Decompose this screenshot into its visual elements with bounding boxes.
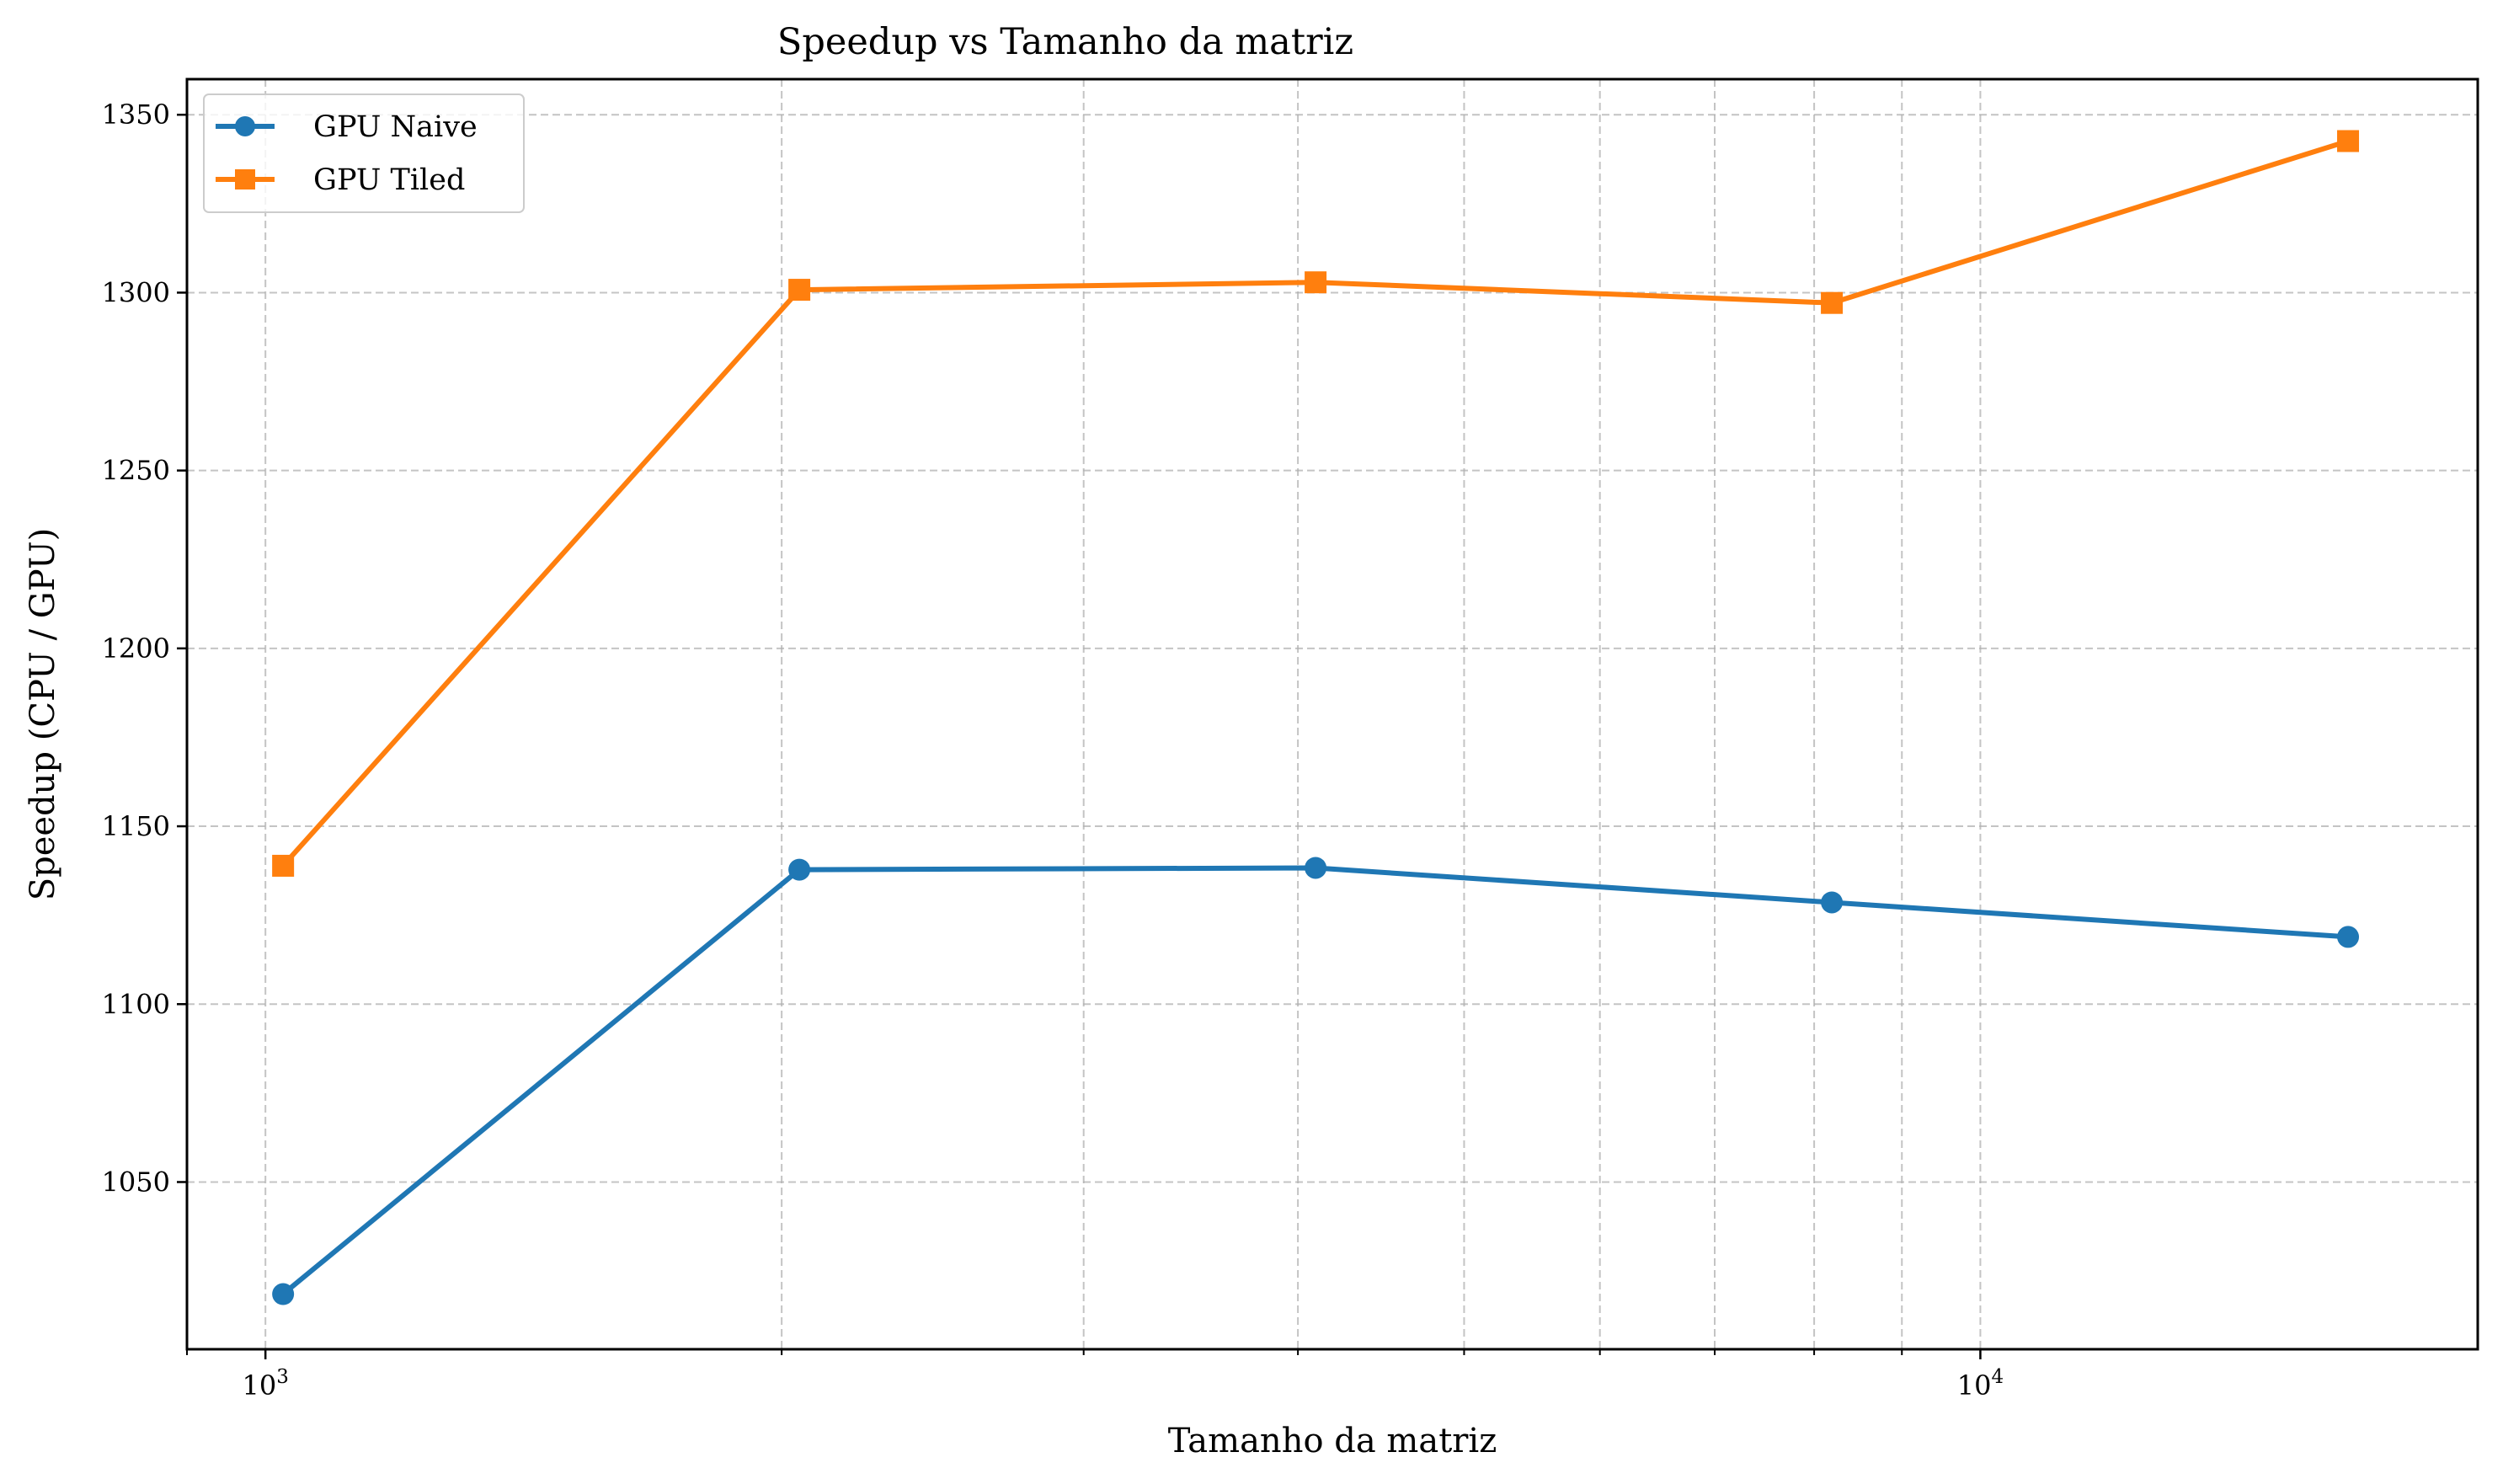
- x-tick-label: 103: [242, 1366, 288, 1401]
- legend-item-gpu-tiled: GPU Tiled: [216, 163, 465, 197]
- data-point-gpu-tiled: [788, 279, 811, 302]
- legend-marker-gpu-naive: [235, 116, 255, 136]
- data-point-gpu-tiled: [1821, 291, 1844, 314]
- data-point-gpu-naive: [272, 1283, 295, 1305]
- y-tick-label: 1050: [102, 1166, 170, 1198]
- y-tick-label: 1100: [102, 988, 170, 1020]
- x-tick-label-base: 10: [242, 1369, 276, 1401]
- grid-lines: [186, 79, 2478, 1349]
- plot-frame: [185, 77, 2479, 1351]
- chart-title: Speedup vs Tamanho da matriz: [777, 21, 1353, 63]
- x-tick-label-base: 10: [1957, 1369, 1992, 1401]
- series-line-gpu-naive: [280, 865, 2351, 1297]
- data-point-gpu-naive: [788, 858, 811, 881]
- y-tick-label: 1200: [102, 633, 170, 665]
- y-tick-label: 1350: [102, 99, 170, 131]
- data-series: [272, 130, 2360, 1305]
- x-axis-label: Tamanho da matriz: [1168, 1422, 1497, 1460]
- legend-label-gpu-naive: GPU Naive: [313, 110, 478, 144]
- y-tick-label: 1250: [102, 455, 170, 487]
- legend-box: [203, 93, 525, 213]
- legend: GPU Naive GPU Tiled: [203, 93, 525, 213]
- series-line-gpu-tiled: [280, 138, 2351, 868]
- x-tick-label-exponent: 3: [276, 1366, 289, 1388]
- data-point-gpu-naive: [1821, 891, 1844, 914]
- data-point-gpu-naive: [2337, 926, 2360, 948]
- x-tick-label-exponent: 4: [1991, 1366, 2004, 1388]
- data-point-gpu-tiled: [2337, 130, 2360, 152]
- y-tick-label: 1300: [102, 276, 170, 308]
- legend-item-gpu-naive: GPU Naive: [216, 110, 478, 144]
- legend-marker-gpu-tiled: [235, 169, 255, 190]
- y-axis-label: Speedup (CPU / GPU): [24, 528, 62, 901]
- data-point-gpu-tiled: [272, 854, 295, 877]
- x-tick-label: 104: [1957, 1366, 2004, 1401]
- y-tick-label: 1150: [102, 810, 170, 842]
- data-point-gpu-naive: [1305, 857, 1327, 879]
- data-point-gpu-tiled: [1305, 271, 1327, 294]
- legend-label-gpu-tiled: GPU Tiled: [313, 163, 465, 197]
